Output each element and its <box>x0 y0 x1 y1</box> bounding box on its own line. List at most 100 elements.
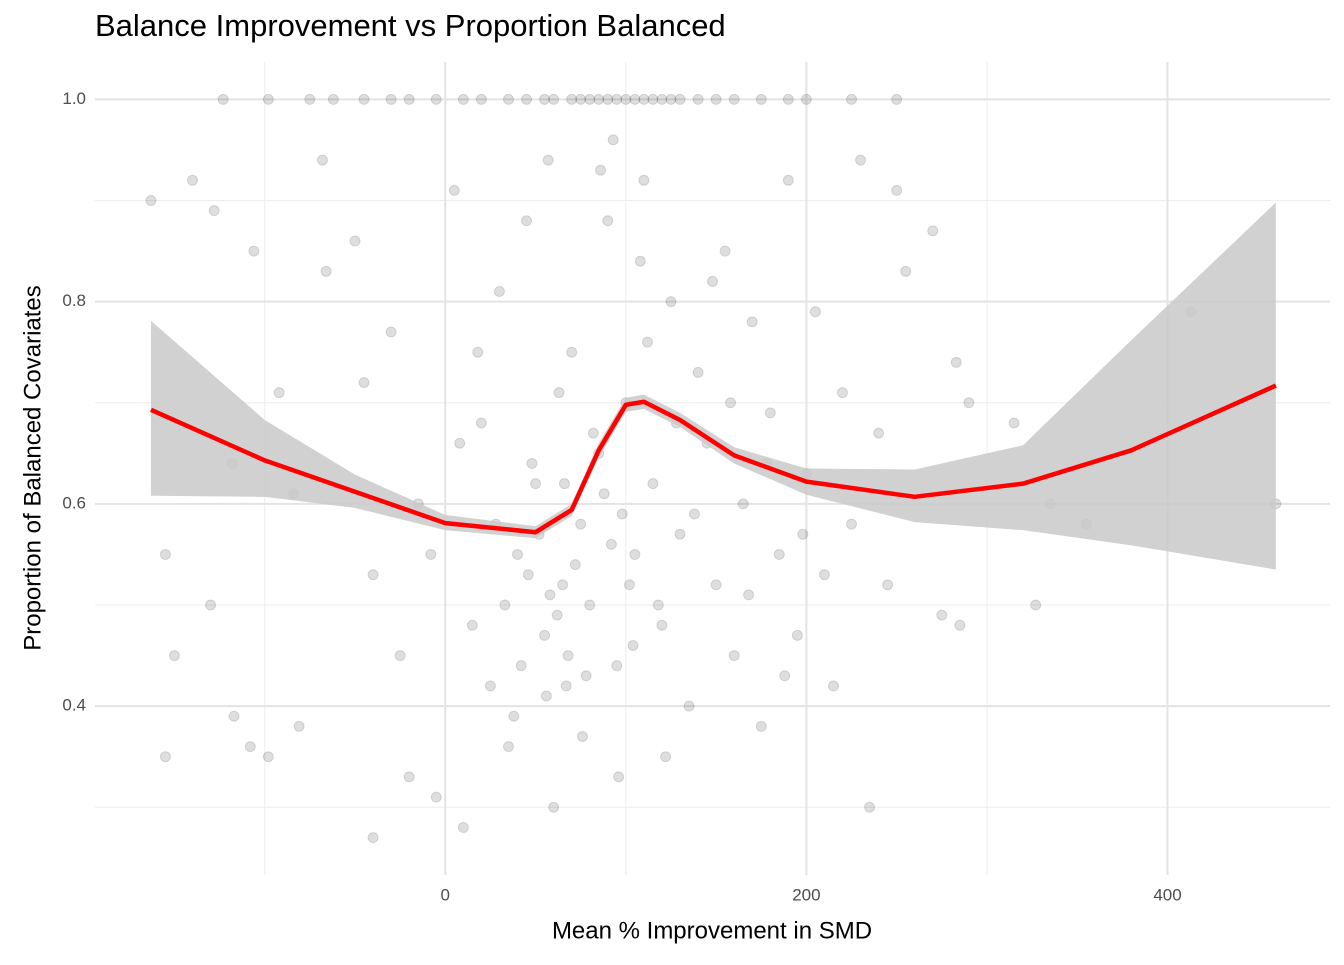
point <box>642 336 653 348</box>
point <box>244 741 256 753</box>
point <box>674 528 686 540</box>
point <box>710 93 722 105</box>
point <box>566 346 578 358</box>
point <box>900 265 912 277</box>
point <box>367 832 379 844</box>
point <box>755 93 767 105</box>
y-tick-label: 1.0 <box>62 89 86 108</box>
point <box>512 548 523 560</box>
point <box>472 346 484 358</box>
point <box>954 619 966 631</box>
point <box>647 93 659 105</box>
point <box>746 316 758 328</box>
point <box>818 569 830 581</box>
point <box>782 93 794 105</box>
point <box>553 387 565 399</box>
point <box>927 225 939 237</box>
point <box>566 93 578 105</box>
y-tick-label: 0.4 <box>62 696 86 715</box>
point <box>665 93 677 105</box>
point <box>755 720 767 732</box>
point <box>611 660 623 672</box>
point <box>548 93 560 105</box>
x-tick-label: 0 <box>441 885 450 904</box>
point <box>248 245 260 257</box>
point <box>607 134 619 146</box>
point <box>548 801 560 813</box>
point <box>882 579 894 591</box>
point <box>638 93 650 105</box>
point <box>425 548 437 560</box>
point <box>367 569 379 581</box>
point <box>515 660 527 672</box>
point <box>634 255 646 267</box>
point <box>557 579 569 591</box>
smooth-line <box>150 383 1277 535</box>
point <box>779 670 791 682</box>
point <box>683 700 695 712</box>
point <box>349 235 361 247</box>
point <box>551 609 563 621</box>
point <box>394 650 406 662</box>
point <box>743 589 755 601</box>
point <box>262 751 274 763</box>
y-tick-label: 0.6 <box>62 493 86 512</box>
point <box>502 741 514 753</box>
x-tick-label: 200 <box>792 885 820 904</box>
point <box>499 599 511 611</box>
point <box>273 387 285 399</box>
point <box>773 548 785 560</box>
point <box>728 93 740 105</box>
point <box>791 629 803 641</box>
y-tick-label: 0.8 <box>62 291 86 310</box>
point <box>457 821 469 833</box>
point <box>304 93 316 105</box>
point <box>1030 599 1042 611</box>
point <box>475 417 487 429</box>
point <box>629 93 641 105</box>
point <box>855 154 867 166</box>
point <box>228 710 240 722</box>
point <box>891 93 903 105</box>
point <box>385 93 397 105</box>
point <box>205 599 217 611</box>
point <box>317 154 328 166</box>
point <box>558 478 570 490</box>
point <box>688 508 700 520</box>
point <box>1008 417 1020 429</box>
point <box>593 93 605 105</box>
point <box>539 93 551 105</box>
chart-title: Balance Improvement vs Proportion Balanc… <box>95 8 726 43</box>
x-tick-label: 400 <box>1153 885 1181 904</box>
point <box>262 93 274 105</box>
point <box>587 427 599 439</box>
point <box>521 93 533 105</box>
point <box>403 771 415 783</box>
point <box>846 93 858 105</box>
point <box>159 548 171 560</box>
point <box>217 93 229 105</box>
point <box>403 93 415 105</box>
point <box>656 619 668 631</box>
point <box>584 93 596 105</box>
point <box>560 680 572 692</box>
point <box>502 93 514 105</box>
point <box>577 730 588 742</box>
point <box>493 286 505 298</box>
point <box>539 629 551 641</box>
point <box>620 93 632 105</box>
point <box>575 518 587 530</box>
point <box>584 599 596 611</box>
point <box>569 559 581 571</box>
point <box>864 801 876 813</box>
point <box>782 174 794 186</box>
point <box>522 569 534 581</box>
point <box>526 457 538 469</box>
point <box>475 93 487 105</box>
point <box>430 93 442 105</box>
point <box>466 619 478 631</box>
point <box>508 710 520 722</box>
point <box>530 478 542 490</box>
point <box>602 93 614 105</box>
